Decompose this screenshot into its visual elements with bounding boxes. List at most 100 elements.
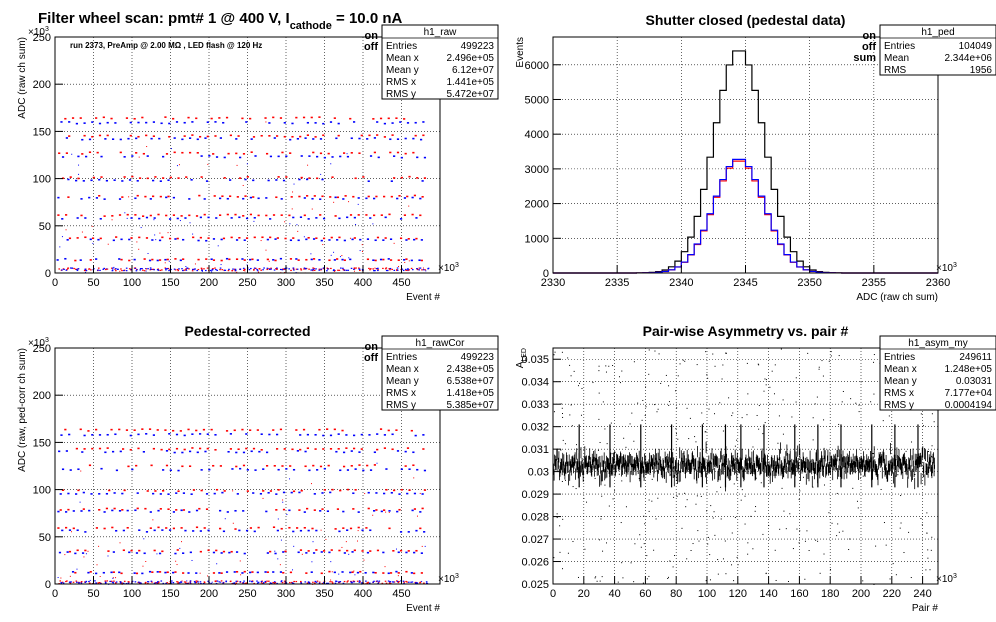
scatter-point: [181, 465, 184, 468]
scatter-point: [188, 137, 192, 139]
scatter-point: [266, 571, 269, 573]
y-tick-label: 0.033: [521, 399, 549, 411]
scatter-point: [145, 270, 147, 272]
stats-box-frame: [381, 24, 499, 100]
scatter-point: [175, 433, 179, 436]
asymmetry-point: [905, 450, 907, 452]
scatter-point: [329, 581, 331, 583]
asymmetry-point: [721, 378, 723, 380]
scatter-point: [84, 217, 87, 219]
scatter-point: [134, 197, 137, 200]
asymmetry-point: [808, 550, 810, 552]
scatter-point: [76, 237, 79, 239]
scatter-point: [391, 581, 394, 583]
stats-row-label: RMS: [884, 65, 907, 76]
scatter-point: [112, 571, 115, 573]
raw-adc-panel: 0 50 100 150 200 250 300 350 400 4500501001502002…: [17, 24, 499, 303]
scatter-point: [388, 268, 391, 270]
scatter-point: [150, 268, 152, 271]
scatter-point: [151, 258, 154, 261]
x-exponent: ×103: [438, 262, 459, 274]
scatter-point: [264, 571, 267, 573]
scatter-point: [423, 489, 427, 491]
scatter-point: [154, 582, 157, 584]
scatter-point: [283, 135, 286, 138]
scatter-point: [103, 527, 106, 530]
stats-row-value: 499223: [461, 352, 495, 363]
scatter-point: [71, 267, 73, 269]
scatter-point: [314, 136, 317, 138]
scatter-point: [416, 268, 419, 271]
scatter-point: [272, 429, 275, 431]
x-tick-label: 2330: [541, 277, 565, 289]
asymmetry-point: [933, 421, 935, 423]
asymmetry-point: [685, 506, 687, 508]
scatter-point: [176, 268, 179, 271]
scatter-point: [277, 468, 280, 471]
scatter-point: [414, 134, 417, 137]
scatter-point: [326, 510, 330, 513]
scatter-point: [239, 560, 241, 562]
scatter-point: [244, 178, 247, 181]
scatter-point: [195, 117, 198, 120]
scatter-point: [165, 527, 168, 529]
scatter-point: [90, 179, 93, 182]
scatter-point: [297, 259, 300, 261]
asymmetry-point: [561, 351, 563, 353]
scatter-point: [148, 259, 152, 262]
scatter-point: [327, 268, 329, 270]
scatter-point: [80, 198, 83, 200]
scatter-point: [284, 237, 287, 240]
scatter-point: [200, 489, 203, 492]
scatter-point: [339, 256, 341, 258]
scatter-point: [361, 529, 364, 532]
y-exponent-power: 3: [45, 26, 49, 33]
scatter-point: [264, 581, 267, 584]
scatter-point: [367, 581, 369, 583]
y-tick-label: 50: [39, 221, 51, 233]
scatter-point: [273, 137, 276, 139]
asymmetry-point: [562, 568, 564, 570]
scatter-point: [118, 428, 121, 431]
scatter-point: [191, 270, 194, 272]
scatter-point: [307, 164, 309, 166]
scatter-point: [225, 430, 229, 432]
scatter-point: [306, 134, 309, 136]
scatter-point: [98, 509, 101, 511]
scatter-point: [256, 582, 259, 584]
scatter-point: [165, 450, 169, 452]
scatter-point: [129, 134, 132, 137]
scatter-point: [265, 152, 269, 155]
scatter-point: [396, 269, 399, 271]
scatter-point: [272, 526, 276, 529]
scatter-point: [285, 176, 288, 178]
scatter-point: [405, 551, 408, 554]
scatter-point: [88, 151, 92, 154]
scatter-point: [318, 116, 321, 118]
scatter-point: [377, 156, 380, 159]
scatter-point: [373, 214, 376, 217]
scatter-point: [425, 270, 427, 272]
scatter-point: [262, 582, 265, 584]
scatter-point: [84, 236, 87, 239]
scatter-point: [295, 429, 298, 431]
scatter-point: [342, 267, 344, 269]
asymmetry-point: [675, 428, 677, 430]
scatter-point: [83, 134, 86, 137]
scatter-point: [211, 271, 213, 273]
scatter-point: [268, 135, 271, 137]
asymmetry-point: [572, 541, 574, 543]
scatter-point: [354, 489, 357, 491]
scatter-point: [141, 267, 143, 270]
asymmetry-point: [799, 530, 801, 532]
scatter-point: [249, 196, 253, 199]
scatter-point: [396, 151, 400, 154]
scatter-point: [235, 138, 238, 140]
scatter-point: [57, 510, 60, 513]
scatter-point: [291, 122, 294, 125]
scatter-point: [398, 493, 401, 495]
scatter-point: [292, 216, 295, 219]
pedestal-histogram-panel: Shutter closed (pedestal data)2330 2335 23…: [515, 12, 996, 303]
scatter-point: [391, 134, 394, 136]
